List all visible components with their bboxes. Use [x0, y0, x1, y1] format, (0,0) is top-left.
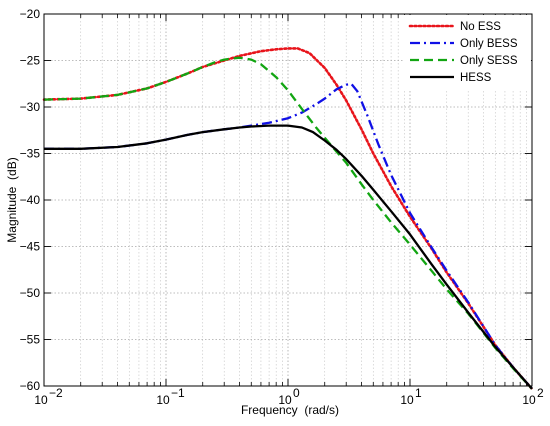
y-tick-label: −40: [20, 193, 41, 207]
x-tick-labels: 10 −2 10 −1 10 0 10 1 10 2: [34, 386, 544, 407]
x-tick-label-exponent: −1: [171, 386, 185, 400]
x-tick-label-exponent: −2: [49, 386, 63, 400]
legend-label-no-ess: No ESS: [460, 21, 501, 33]
x-tick-label-base: 10: [522, 393, 536, 407]
x-tick-label-base: 10: [156, 393, 170, 407]
x-tick-label-base: 10: [34, 393, 48, 407]
y-tick-label: −50: [20, 286, 41, 300]
x-tick-label-base: 10: [278, 393, 292, 407]
x-axis-label: Frequency (rad/s): [241, 403, 339, 417]
y-tick-label: −55: [20, 333, 41, 347]
x-tick-label-exponent: 2: [537, 386, 544, 400]
y-tick-label: −35: [20, 147, 41, 161]
x-tick-label: 10 −1: [156, 386, 185, 407]
legend-box: [404, 15, 531, 91]
y-tick-label: −20: [20, 7, 41, 21]
x-tick-label: 10 −2: [34, 386, 63, 407]
series-line-only-bess: [44, 82, 533, 390]
legend-label-only-bess: Only BESS: [460, 38, 518, 50]
y-tick-label: −45: [20, 240, 41, 254]
x-tick-label-exponent: 0: [293, 386, 300, 400]
series-layer: [42, 47, 534, 391]
y-axis-label: Magnitude (dB): [5, 157, 19, 242]
series-line-only-sess: [43, 56, 533, 390]
x-tick-label: 10 0: [278, 386, 300, 407]
x-tick-label-base: 10: [400, 393, 414, 407]
x-tick-label-exponent: 1: [415, 386, 422, 400]
legend-label-only-sess: Only SESS: [460, 55, 518, 67]
series-line-hess: [44, 124, 533, 390]
legend-label-hess: HESS: [460, 72, 492, 84]
y-tick-label: −25: [20, 54, 41, 68]
y-tick-label: −60: [20, 379, 41, 393]
x-tick-label: 10 1: [400, 386, 422, 407]
legend: No ESS Only BESS Only SESS HESS: [404, 15, 531, 91]
y-tick-labels: −20 −25 −30 −35 −40 −45 −50 −55 −60: [20, 7, 41, 393]
x-tick-label: 10 2: [522, 386, 544, 407]
y-tick-label: −30: [20, 100, 41, 114]
